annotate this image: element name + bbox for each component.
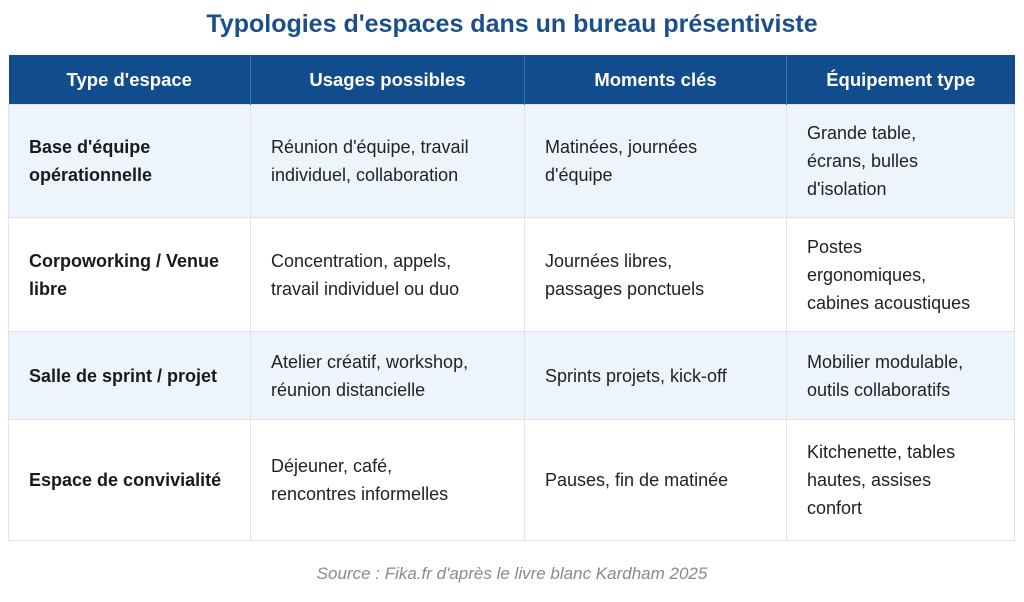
cell-line: Concentration, appels, — [271, 250, 452, 271]
cell-line: Espace de convivialité — [29, 470, 222, 490]
cell-line: individuel, collaboration — [271, 165, 459, 185]
table-cell: Salle de sprint / projet — [8, 331, 251, 420]
table-row: Salle de sprint / projet Atelier créatif,… — [8, 331, 1015, 420]
header-cell: Moments clés — [524, 55, 787, 105]
table-row: Espace de convivialité Déjeuner, café, ren… — [8, 419, 1015, 541]
table-cell: Sprints projets, kick-off — [524, 331, 787, 420]
cell-line: hautes, assises — [807, 470, 932, 490]
cell-line: Déjeuner, café, — [271, 456, 393, 476]
cell-line: Postes — [807, 236, 863, 257]
cell-line: Matinées, journées — [545, 137, 698, 157]
table-row: Corpoworking / Venue libre Concentration, … — [8, 217, 1015, 332]
table: Type d'espace Usages possibles Moments clé… — [8, 55, 1015, 541]
table-row: Base d'équipe opérationnelle Réunion d'équ… — [8, 104, 1015, 218]
table-cell: Postes ergonomiques, cabines acoustiques — [786, 217, 1015, 332]
table-cell: Mobilier modulable, outils collaboratifs — [786, 331, 1015, 420]
cell-line: Corpoworking / Venue — [29, 250, 220, 271]
cell-line: écrans, bulles — [807, 151, 919, 171]
cell-line: Mobilier modulable, — [807, 351, 964, 372]
table-cell: Espace de convivialité — [8, 419, 251, 541]
cell-line: opérationnelle — [29, 165, 153, 185]
cell-line: d'équipe — [545, 165, 613, 185]
cell-line: Atelier créatif, workshop, — [271, 351, 469, 372]
table-cell: Matinées, journées d'équipe — [524, 104, 787, 218]
cell-line: passages ponctuels — [545, 278, 705, 299]
cell-line: ergonomiques, — [807, 264, 927, 285]
cell-line: Sprints projets, kick-off — [545, 365, 727, 386]
table-cell: Pauses, fin de matinée — [524, 419, 787, 541]
cell-line: cabines acoustiques — [807, 292, 971, 313]
header-cell: Type d'espace — [8, 55, 251, 105]
table-cell: Grande table, écrans, bulles d'isolation — [786, 104, 1015, 218]
header-row: Type d'espace Usages possibles Moments clé… — [8, 55, 1015, 105]
table-cell: Base d'équipe opérationnelle — [8, 104, 251, 218]
cell-line: Salle de sprint / projet — [29, 365, 218, 386]
table-body: Base d'équipe opérationnelle Réunion d'équ… — [8, 104, 1015, 541]
table-cell: Concentration, appels, travail individuel… — [250, 217, 525, 332]
table-cell: Kitchenette, tables hautes, assises confor… — [786, 419, 1015, 541]
table-cell: Déjeuner, café, rencontres informelles — [250, 419, 525, 541]
header-cell: Usages possibles — [250, 55, 525, 105]
cell-line: Journées libres, — [545, 250, 673, 271]
cell-line: Base d'équipe — [29, 137, 151, 157]
table-cell: Journées libres, passages ponctuels — [524, 217, 787, 332]
table-cell: Réunion d'équipe, travail individuel, col… — [250, 104, 525, 218]
cell-line: confort — [807, 498, 863, 518]
cell-line: libre — [29, 278, 68, 299]
table-cell: Corpoworking / Venue libre — [8, 217, 251, 332]
cell-line: Kitchenette, tables — [807, 442, 956, 462]
title: Typologies d'espaces dans un bureau prés… — [206, 10, 818, 38]
cell-line: Grande table, — [807, 123, 917, 143]
source: Source : Fika.fr d'après le livre blanc … — [316, 564, 708, 583]
cell-line: travail individuel ou duo — [271, 278, 460, 299]
cell-line: d'isolation — [807, 179, 887, 199]
table-cell: Atelier créatif, workshop, réunion distan… — [250, 331, 525, 420]
cell-line: Pauses, fin de matinée — [545, 470, 729, 490]
cell-line: Réunion d'équipe, travail — [271, 137, 469, 157]
cell-line: rencontres informelles — [271, 484, 449, 504]
cell-line: outils collaboratifs — [807, 379, 951, 400]
header-cell: Équipement type — [786, 55, 1015, 105]
cell-line: réunion distancielle — [271, 379, 426, 400]
